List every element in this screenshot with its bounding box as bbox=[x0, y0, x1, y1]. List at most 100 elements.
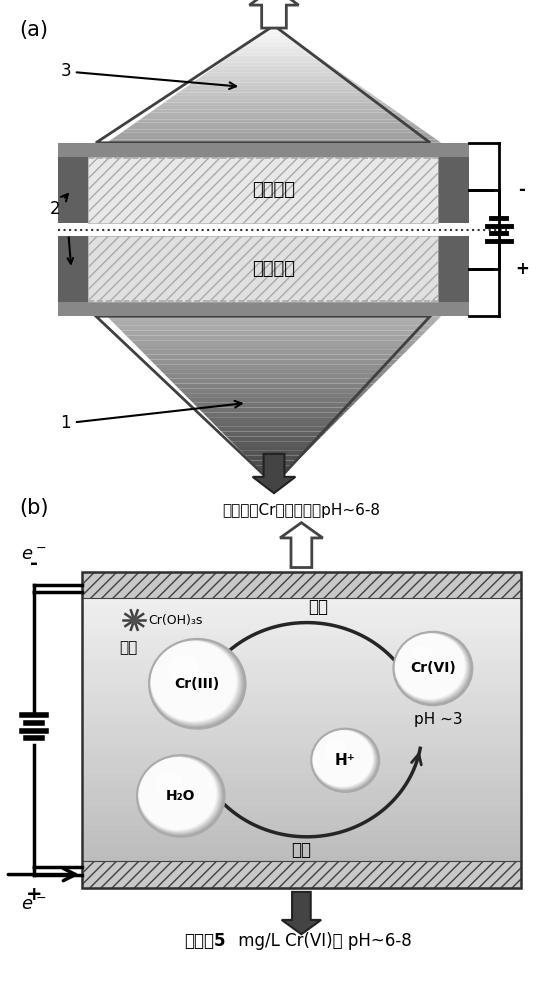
Text: 沉淠: 沉淠 bbox=[119, 641, 138, 656]
Polygon shape bbox=[193, 403, 355, 408]
Polygon shape bbox=[82, 591, 521, 597]
Polygon shape bbox=[198, 76, 350, 79]
Polygon shape bbox=[140, 350, 408, 355]
Polygon shape bbox=[82, 629, 521, 635]
Circle shape bbox=[137, 755, 224, 836]
Polygon shape bbox=[82, 685, 521, 692]
Text: +: + bbox=[26, 885, 42, 904]
Circle shape bbox=[312, 730, 373, 787]
Circle shape bbox=[394, 632, 470, 703]
Polygon shape bbox=[107, 139, 441, 143]
Bar bbox=[58, 143, 469, 157]
Text: (b): (b) bbox=[19, 498, 49, 518]
Polygon shape bbox=[82, 698, 521, 704]
Polygon shape bbox=[269, 25, 279, 29]
Text: 还原: 还原 bbox=[308, 598, 328, 616]
Circle shape bbox=[150, 641, 239, 723]
Circle shape bbox=[393, 632, 471, 704]
Circle shape bbox=[312, 730, 373, 787]
Polygon shape bbox=[131, 340, 417, 345]
Circle shape bbox=[312, 730, 374, 788]
Circle shape bbox=[138, 757, 219, 832]
Circle shape bbox=[312, 730, 375, 788]
Circle shape bbox=[137, 755, 224, 836]
Polygon shape bbox=[226, 436, 322, 441]
Polygon shape bbox=[202, 72, 346, 76]
Polygon shape bbox=[188, 398, 360, 403]
Circle shape bbox=[139, 757, 218, 831]
Polygon shape bbox=[82, 673, 521, 679]
Polygon shape bbox=[140, 116, 408, 119]
Polygon shape bbox=[82, 584, 521, 591]
Circle shape bbox=[311, 729, 379, 792]
Circle shape bbox=[137, 755, 225, 837]
Polygon shape bbox=[82, 768, 521, 774]
Circle shape bbox=[151, 641, 238, 722]
Polygon shape bbox=[216, 62, 332, 66]
Polygon shape bbox=[255, 36, 293, 39]
Circle shape bbox=[393, 632, 472, 705]
Polygon shape bbox=[82, 825, 521, 831]
Circle shape bbox=[312, 730, 374, 787]
Polygon shape bbox=[145, 355, 403, 359]
Circle shape bbox=[138, 756, 222, 835]
Bar bbox=[58, 302, 469, 316]
Polygon shape bbox=[179, 89, 369, 93]
Text: 出水：无Cr离子检出、pH~6-8: 出水：无Cr离子检出、pH~6-8 bbox=[222, 503, 380, 518]
Polygon shape bbox=[221, 59, 327, 62]
Circle shape bbox=[393, 632, 472, 705]
Text: 5: 5 bbox=[214, 932, 225, 950]
Circle shape bbox=[149, 639, 245, 728]
Circle shape bbox=[168, 656, 199, 685]
Circle shape bbox=[395, 634, 466, 700]
Polygon shape bbox=[260, 470, 288, 475]
Polygon shape bbox=[82, 622, 521, 629]
Circle shape bbox=[393, 632, 471, 704]
Text: -: - bbox=[30, 554, 38, 573]
Circle shape bbox=[394, 632, 471, 704]
Polygon shape bbox=[169, 379, 379, 384]
Polygon shape bbox=[121, 129, 427, 133]
Polygon shape bbox=[164, 374, 384, 379]
Circle shape bbox=[150, 640, 242, 726]
Polygon shape bbox=[82, 578, 521, 584]
FancyArrow shape bbox=[280, 523, 323, 568]
Bar bbox=[58, 236, 88, 302]
Polygon shape bbox=[202, 412, 346, 417]
Bar bbox=[82, 861, 521, 888]
Circle shape bbox=[138, 756, 222, 835]
Circle shape bbox=[395, 633, 467, 701]
Polygon shape bbox=[179, 388, 369, 393]
Polygon shape bbox=[212, 422, 336, 427]
Bar bbox=[82, 572, 521, 888]
Text: 2: 2 bbox=[49, 194, 68, 218]
Circle shape bbox=[137, 755, 224, 837]
Circle shape bbox=[151, 641, 237, 722]
Polygon shape bbox=[82, 850, 521, 856]
Polygon shape bbox=[82, 736, 521, 742]
Text: 氧化: 氧化 bbox=[292, 841, 311, 859]
Polygon shape bbox=[82, 717, 521, 723]
Polygon shape bbox=[82, 881, 521, 888]
Circle shape bbox=[138, 756, 221, 834]
Polygon shape bbox=[82, 704, 521, 711]
Bar bbox=[88, 157, 438, 223]
Circle shape bbox=[150, 641, 239, 724]
Polygon shape bbox=[150, 359, 398, 364]
Circle shape bbox=[394, 632, 471, 704]
Polygon shape bbox=[159, 369, 389, 374]
Circle shape bbox=[138, 756, 220, 833]
Text: +: + bbox=[515, 260, 529, 278]
Circle shape bbox=[155, 771, 182, 797]
Circle shape bbox=[312, 729, 378, 791]
Text: (a): (a) bbox=[19, 20, 48, 40]
Circle shape bbox=[311, 729, 379, 791]
Polygon shape bbox=[221, 432, 327, 436]
Polygon shape bbox=[246, 42, 302, 46]
Polygon shape bbox=[82, 787, 521, 793]
Polygon shape bbox=[241, 46, 307, 49]
Circle shape bbox=[151, 641, 237, 721]
Circle shape bbox=[394, 633, 469, 702]
Polygon shape bbox=[241, 451, 307, 456]
Circle shape bbox=[312, 729, 378, 790]
